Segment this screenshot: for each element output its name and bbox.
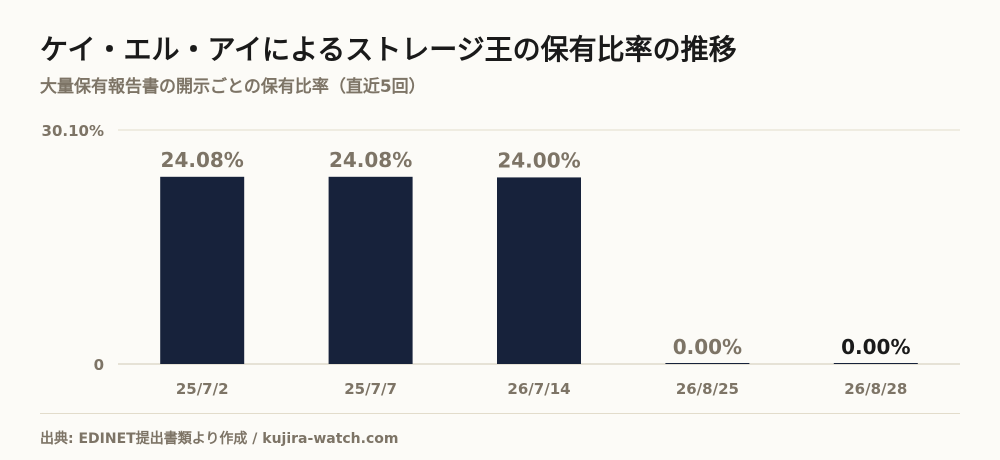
bar	[665, 363, 750, 364]
x-tick-label: 26/8/28	[844, 380, 907, 398]
chart-title: ケイ・エル・アイによるストレージ王の保有比率の推移	[40, 33, 737, 66]
data-label: 24.08%	[329, 148, 412, 172]
bar-chart: 0 30.10% 24.08% 25/7/2 24.08% 25/7/7 24.00% 26/…	[42, 122, 960, 398]
x-tick-label: 25/7/7	[344, 380, 397, 398]
data-label: 24.08%	[161, 148, 244, 172]
x-tick-label: 26/7/14	[507, 380, 570, 398]
data-label: 0.00%	[673, 335, 742, 359]
bar	[160, 176, 245, 364]
bar	[497, 177, 581, 364]
footer-divider	[40, 413, 960, 414]
bar	[328, 176, 413, 364]
y-tick-label: 0	[94, 356, 104, 374]
y-tick-label: 30.10%	[42, 122, 104, 140]
x-tick-label: 25/7/2	[176, 380, 229, 398]
data-label: 24.00%	[497, 148, 580, 172]
data-label: 0.00%	[841, 335, 910, 359]
x-tick-label: 26/8/25	[676, 380, 739, 398]
bar	[833, 363, 918, 364]
chart-subtitle: 大量保有報告書の開示ごとの保有比率（直近5回）	[40, 77, 426, 97]
source-note: 出典: EDINET提出書類より作成 / kujira-watch.com	[40, 431, 399, 447]
